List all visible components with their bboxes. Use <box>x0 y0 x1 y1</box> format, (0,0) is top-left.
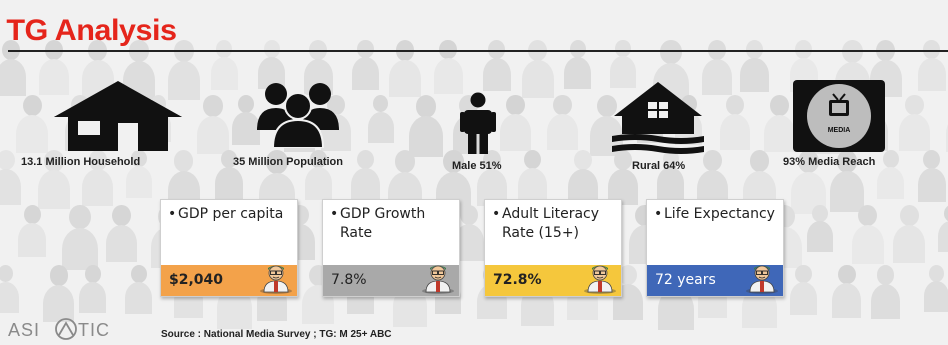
card-label: GDP Growth Rate <box>340 206 426 241</box>
card-gdp-per-capita: • GDP per capita $2,040 <box>160 199 298 297</box>
rural-house-icon <box>612 82 704 154</box>
page-title: TG Analysis <box>6 14 177 47</box>
bullet: • <box>492 206 501 222</box>
asiatic-logo: ASI TIC <box>8 318 110 340</box>
card-value: 7.8% <box>331 272 367 288</box>
card-value: 72.8% <box>493 272 542 288</box>
media-badge-text: MEDIA <box>828 127 851 134</box>
stat-rural-label: Rural 64% <box>632 160 686 172</box>
card-label: GDP per capita <box>178 206 284 222</box>
bullet: • <box>654 206 663 222</box>
male-icon <box>460 92 496 154</box>
population-icon <box>257 83 339 148</box>
house-icon <box>54 81 182 151</box>
stat-population-label: 35 Million Population <box>233 156 343 168</box>
card-adult-literacy-rate: • Adult Literacy Rate (15+) 72.8% <box>484 199 622 297</box>
card-life-expectancy: • Life Expectancy 72 years <box>646 199 784 297</box>
logo-text-left: ASI <box>8 320 40 340</box>
logo-text-right: TIC <box>78 320 110 340</box>
mascot-icon <box>745 265 779 294</box>
bullet: • <box>330 206 339 222</box>
card-value: $2,040 <box>169 272 224 288</box>
stat-male-label: Male 51% <box>452 160 502 172</box>
card-label: Adult Literacy Rate (15+) <box>502 206 600 241</box>
card-label: Life Expectancy <box>664 206 775 222</box>
stat-household-label: 13.1 Million Household <box>21 156 141 168</box>
mascot-icon <box>259 265 293 294</box>
title-divider <box>8 50 948 52</box>
card-gdp-growth-rate: • GDP Growth Rate 7.8% <box>322 199 460 297</box>
source-note: Source : National Media Survey ; TG: M 2… <box>161 329 392 340</box>
card-value: 72 years <box>655 272 716 288</box>
mascot-icon <box>583 265 617 294</box>
bullet: • <box>168 206 177 222</box>
media-tv-icon: MEDIA <box>793 80 885 152</box>
mascot-icon <box>421 265 455 294</box>
stat-media-label: 93% Media Reach <box>783 156 876 168</box>
